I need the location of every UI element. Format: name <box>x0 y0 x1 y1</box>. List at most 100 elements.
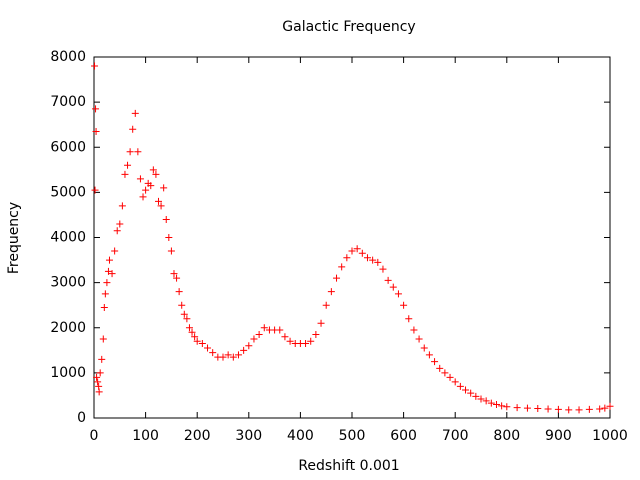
point <box>322 301 330 309</box>
point <box>245 342 253 350</box>
point <box>162 215 170 223</box>
point <box>160 184 168 192</box>
point <box>467 389 475 397</box>
point <box>105 256 113 264</box>
point <box>91 62 99 70</box>
point <box>118 202 126 210</box>
point <box>98 355 106 363</box>
point <box>544 405 552 413</box>
point <box>224 351 232 359</box>
point <box>129 125 137 133</box>
point <box>394 290 402 298</box>
point <box>327 288 335 296</box>
point <box>384 276 392 284</box>
point <box>596 405 604 413</box>
x-tick-label: 1000 <box>592 428 628 444</box>
point <box>343 254 351 262</box>
point <box>147 182 155 190</box>
point <box>415 335 423 343</box>
point <box>180 310 188 318</box>
x-tick-label: 800 <box>493 428 520 444</box>
point <box>183 315 191 323</box>
point <box>498 402 506 410</box>
point <box>155 197 162 205</box>
x-tick-label: 900 <box>545 428 572 444</box>
point <box>101 290 109 298</box>
point <box>446 373 454 381</box>
point <box>185 324 193 332</box>
point <box>131 109 139 117</box>
point <box>240 346 248 354</box>
point <box>100 303 108 311</box>
point <box>462 386 470 394</box>
x-tick-label: 500 <box>339 428 366 444</box>
y-tick-label: 2000 <box>50 320 86 336</box>
point <box>99 335 107 343</box>
point <box>96 369 104 377</box>
point <box>91 186 99 194</box>
point <box>198 340 206 348</box>
x-tick-label: 200 <box>184 428 211 444</box>
point <box>389 283 397 291</box>
point <box>503 403 511 411</box>
x-tick-label: 300 <box>235 428 262 444</box>
point <box>400 301 408 309</box>
point <box>170 270 178 278</box>
point <box>420 344 428 352</box>
point <box>358 249 366 257</box>
point <box>585 405 593 413</box>
point <box>487 399 495 407</box>
point <box>338 263 346 271</box>
y-tick-label: 4000 <box>50 230 86 246</box>
point <box>111 247 119 255</box>
point <box>353 245 361 253</box>
point <box>95 382 103 390</box>
point <box>472 392 480 400</box>
point <box>178 301 186 309</box>
point <box>431 358 439 366</box>
point <box>482 397 490 405</box>
point <box>333 274 341 282</box>
point <box>139 193 147 201</box>
point <box>281 333 289 341</box>
point <box>175 288 183 296</box>
point <box>260 324 268 332</box>
point <box>136 175 144 183</box>
point <box>209 349 217 357</box>
point <box>108 270 116 278</box>
point <box>104 267 112 275</box>
x-tick-label: 100 <box>132 428 159 444</box>
point <box>134 148 142 156</box>
chart-title: Galactic Frequency <box>282 19 415 35</box>
x-axis-label: Redshift 0.001 <box>298 458 399 474</box>
y-tick-label: 8000 <box>50 49 86 65</box>
point <box>142 186 150 194</box>
point <box>410 326 418 334</box>
point <box>379 265 387 273</box>
point <box>492 400 500 408</box>
point <box>95 388 103 396</box>
point <box>312 331 320 339</box>
point <box>565 406 573 414</box>
point <box>157 202 165 210</box>
point <box>436 364 444 372</box>
point <box>523 404 531 412</box>
point <box>94 378 102 386</box>
point <box>113 227 121 235</box>
y-tick-label: 0 <box>77 410 86 426</box>
point <box>204 344 212 352</box>
point <box>601 404 609 412</box>
point <box>477 395 485 403</box>
point <box>513 404 521 412</box>
y-tick-label: 1000 <box>50 365 86 381</box>
point <box>165 234 173 241</box>
point <box>606 402 614 410</box>
point <box>456 382 464 390</box>
point <box>167 247 175 255</box>
point <box>255 331 263 339</box>
point <box>173 274 181 282</box>
y-tick-label: 5000 <box>50 184 86 200</box>
x-tick-label: 700 <box>442 428 469 444</box>
